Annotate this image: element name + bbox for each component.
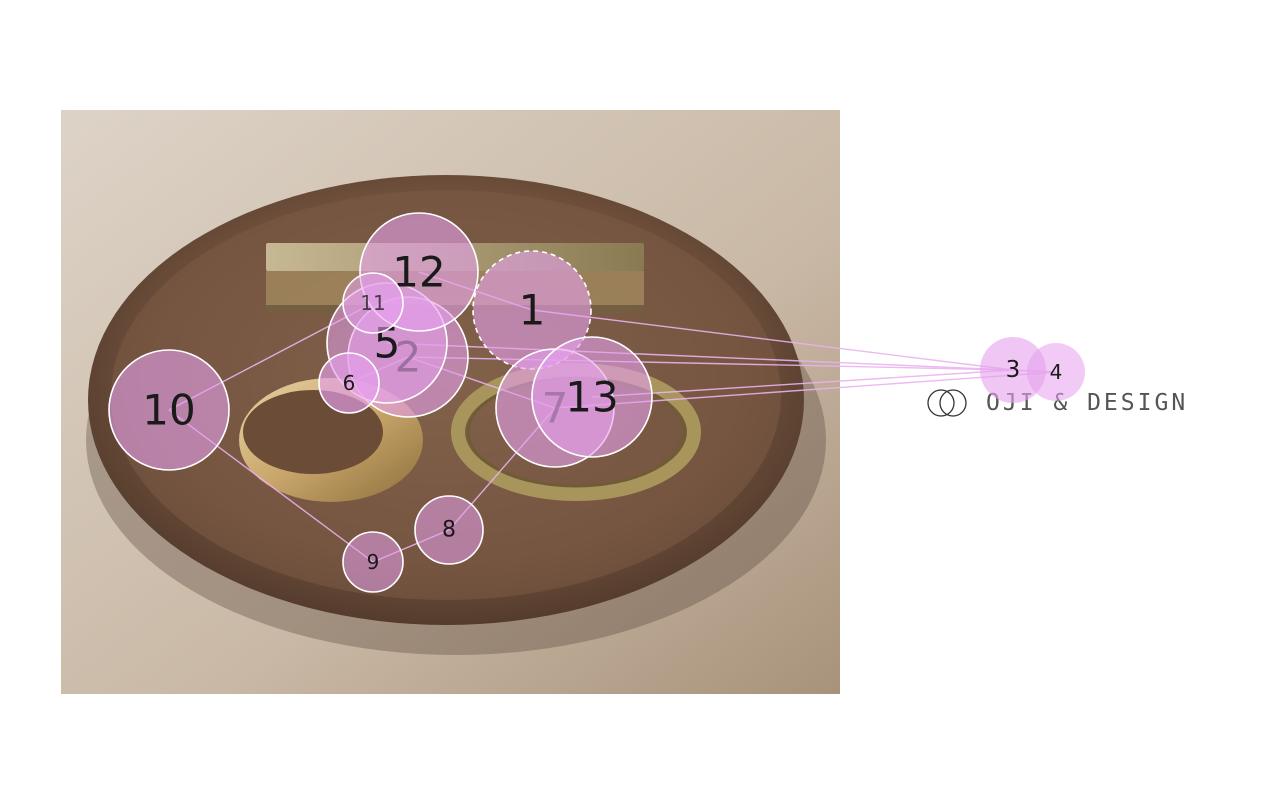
marker-1: 1 <box>472 250 592 370</box>
svg-text:8: 8 <box>442 518 456 543</box>
svg-text:12: 12 <box>392 248 445 297</box>
svg-text:13: 13 <box>565 373 618 422</box>
marker-4: 4 <box>1027 343 1085 401</box>
svg-text:4: 4 <box>1050 360 1063 384</box>
marker-13: 13 <box>531 336 653 458</box>
double-circle-logo-icon <box>927 389 967 417</box>
connector-line <box>591 369 1014 398</box>
svg-text:11: 11 <box>360 291 385 315</box>
marker-10: 10 <box>108 349 230 471</box>
marker-11: 11 <box>342 272 404 334</box>
marker-3: 3 <box>980 337 1046 403</box>
svg-text:10: 10 <box>142 386 195 435</box>
marker-8: 8 <box>414 495 484 565</box>
marker-9: 9 <box>342 531 404 593</box>
connector-line <box>531 309 1014 371</box>
svg-text:6: 6 <box>343 371 356 395</box>
marker-6: 6 <box>318 352 380 414</box>
svg-text:9: 9 <box>367 550 380 574</box>
svg-text:3: 3 <box>1006 357 1021 383</box>
svg-text:1: 1 <box>519 286 546 335</box>
